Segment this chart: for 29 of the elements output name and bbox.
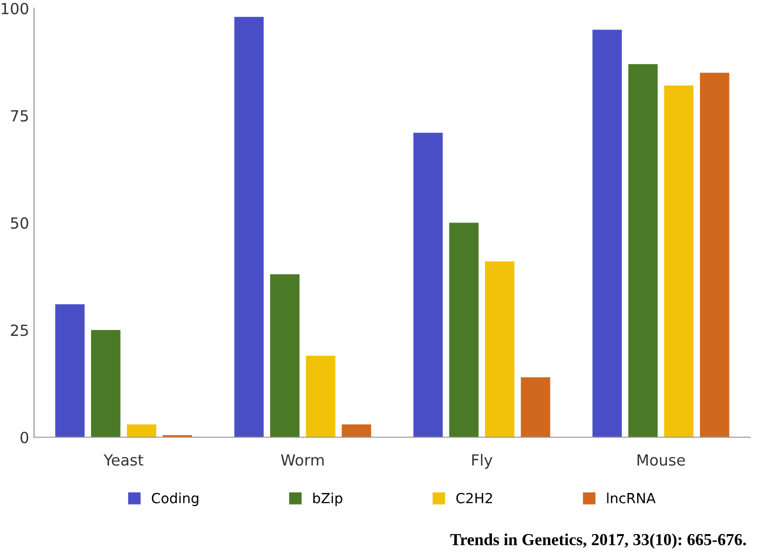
text: Trends in Genetics, 2017, 33(10): 665-676. [450, 534, 746, 549]
x-tick-label: Mouse [638, 454, 685, 466]
y-tick-label: 25 [10, 324, 28, 336]
legend-label: bZip [313, 492, 342, 506]
bar [413, 132, 443, 438]
bar [234, 16, 264, 438]
x-tick-label: Worm [281, 454, 324, 466]
bar [55, 304, 85, 438]
legend-label: C2H2 [456, 492, 492, 504]
x-tick-label: Fly [472, 454, 492, 469]
bar [91, 330, 120, 438]
bar [449, 222, 479, 438]
bar [270, 274, 300, 438]
bar [126, 424, 156, 438]
bar [592, 30, 622, 438]
legend-label: lncRNA [607, 492, 656, 504]
bar [628, 64, 658, 438]
bar [520, 377, 550, 438]
bar [306, 356, 336, 438]
bar [342, 424, 372, 438]
legend-label: Coding [152, 492, 198, 506]
y-tick-label: 50 [10, 217, 28, 229]
y-tick-label: 100 [2, 2, 28, 14]
y-tick-label: 75 [11, 110, 28, 122]
bar [664, 86, 694, 438]
bar [700, 72, 730, 438]
y-tick-label: 0 [20, 432, 28, 444]
bar [485, 261, 514, 438]
x-tick-label: Yeast [104, 454, 144, 466]
